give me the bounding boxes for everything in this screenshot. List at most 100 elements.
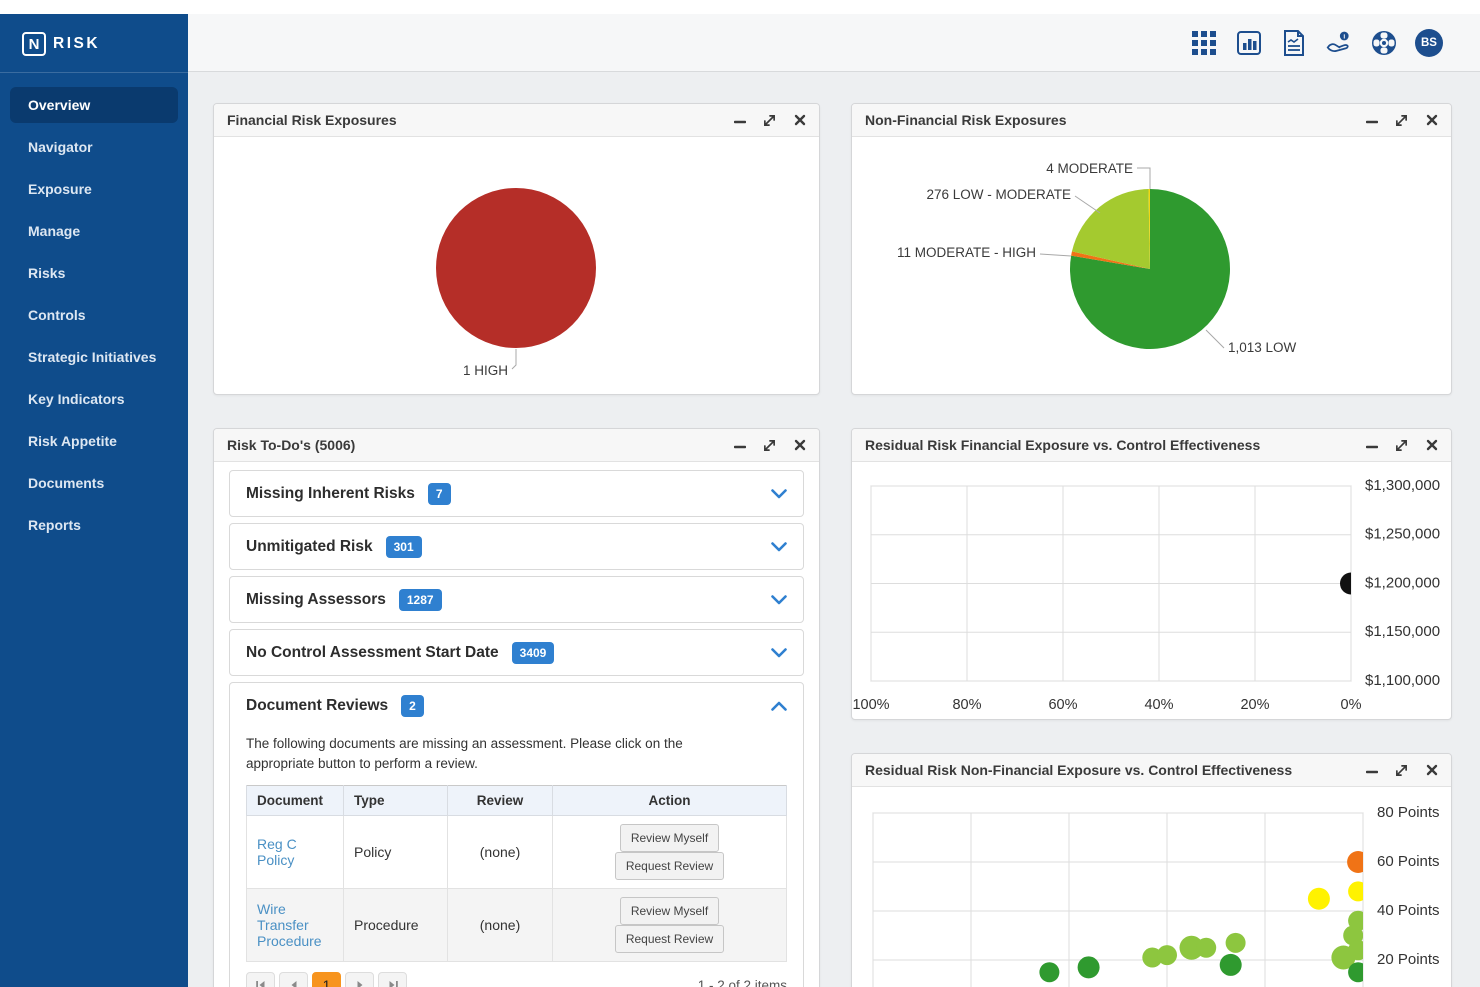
- request-review-button[interactable]: Request Review: [614, 924, 725, 953]
- first-icon: [255, 981, 264, 987]
- table-header-document: Document: [246, 785, 344, 816]
- review-cell: (none): [447, 814, 553, 889]
- chevron-down-icon: [771, 594, 787, 604]
- close-icon[interactable]: [793, 439, 806, 452]
- document-link[interactable]: Wire Transfer Procedure: [257, 900, 322, 949]
- apps-grid-icon[interactable]: [1190, 29, 1218, 57]
- x-axis-tick-label: 80%: [952, 697, 981, 713]
- expand-icon[interactable]: [1395, 764, 1408, 777]
- financial-scatter-chart: $1,100,000 $1,150,000 $1,200,000 $1,250,000…: [852, 477, 1440, 713]
- pie-slice-moderate-high[interactable]: [1071, 251, 1150, 269]
- minimize-icon[interactable]: [733, 439, 746, 452]
- accordion-item-document-reviews: Document Reviews 2 The following documents…: [229, 682, 804, 987]
- minimize-icon[interactable]: [1365, 114, 1378, 127]
- chevron-down-icon: [771, 647, 787, 657]
- pagination-next-button[interactable]: [345, 971, 374, 987]
- panel-financial-risk-exposures: Financial Risk Exposures 1 HIGH: [213, 103, 820, 395]
- accordion-header-unmitigated-risk[interactable]: Unmitigated Risk 301: [230, 524, 803, 569]
- table-header-type: Type: [343, 785, 448, 816]
- accordion-label: No Control Assessment Start Date: [246, 643, 499, 661]
- pagination-current-page[interactable]: 1: [312, 971, 341, 987]
- accordion-header-document-reviews[interactable]: Document Reviews 2: [230, 683, 803, 728]
- expand-icon[interactable]: [1395, 439, 1408, 452]
- sidebar-item-risk-appetite[interactable]: Risk Appetite: [28, 433, 117, 449]
- last-icon: [389, 981, 398, 987]
- expand-icon[interactable]: [1395, 114, 1408, 127]
- dashboard-chart-icon[interactable]: [1235, 29, 1263, 57]
- panel-title: Financial Risk Exposures: [227, 112, 397, 128]
- accordion-label: Document Reviews: [246, 696, 389, 714]
- sidebar-item-risks[interactable]: Risks: [28, 265, 66, 281]
- minimize-icon[interactable]: [1365, 439, 1378, 452]
- close-icon[interactable]: [793, 114, 806, 127]
- scatter-point[interactable]: [1340, 572, 1362, 595]
- panel-nonfinancial-scatter: Residual Risk Non-Financial Exposure vs.…: [851, 753, 1452, 987]
- expand-icon[interactable]: [763, 114, 776, 127]
- scatter-point[interactable]: [1157, 945, 1177, 966]
- scatter-point[interactable]: [1039, 962, 1060, 983]
- sidebar-item-key-indicators[interactable]: Key Indicators: [28, 391, 125, 407]
- expand-icon[interactable]: [763, 439, 776, 452]
- panel-header: Residual Risk Financial Exposure vs. Con…: [852, 429, 1451, 462]
- y-axis-tick-label: $1,300,000: [1365, 477, 1440, 494]
- document-link[interactable]: Reg C Policy: [257, 835, 297, 868]
- accordion-label: Missing Assessors: [246, 590, 386, 608]
- review-myself-button[interactable]: Review Myself: [619, 896, 720, 925]
- review-cell: (none): [447, 887, 553, 962]
- sidebar-item-strategic-initiatives[interactable]: Strategic Initiatives: [28, 349, 157, 365]
- close-icon[interactable]: [1425, 764, 1438, 777]
- report-document-icon[interactable]: [1280, 29, 1308, 57]
- scatter-point[interactable]: [1196, 937, 1217, 958]
- sidebar-item-exposure[interactable]: Exposure: [28, 181, 92, 197]
- sidebar-item-controls[interactable]: Controls: [28, 307, 86, 323]
- scatter-point[interactable]: [1348, 962, 1368, 983]
- scatter-point[interactable]: [1179, 935, 1204, 960]
- sidebar-item-manage[interactable]: Manage: [28, 223, 81, 239]
- scatter-point[interactable]: [1347, 851, 1369, 873]
- chevron-up-icon: [771, 701, 787, 711]
- sidebar-item-navigator[interactable]: Navigator: [28, 139, 93, 155]
- panel-title: Risk To-Do's (5006): [227, 437, 356, 453]
- scatter-point[interactable]: [1331, 945, 1356, 970]
- accordion-header-missing-assessors[interactable]: Missing Assessors 1287: [230, 577, 803, 622]
- close-icon[interactable]: [1425, 439, 1438, 452]
- x-axis-tick-label: 100%: [852, 697, 889, 713]
- review-myself-button[interactable]: Review Myself: [619, 823, 720, 852]
- pagination-first-button[interactable]: [246, 971, 275, 987]
- request-review-button[interactable]: Request Review: [614, 851, 725, 880]
- close-icon[interactable]: [1425, 114, 1438, 127]
- accordion-header-missing-inherent-risks[interactable]: Missing Inherent Risks 7: [230, 471, 803, 516]
- type-cell: Procedure: [343, 887, 448, 962]
- scatter-point[interactable]: [1142, 947, 1163, 968]
- pie-label: 1 HIGH: [463, 363, 508, 378]
- x-axis-tick-label: 0%: [1341, 697, 1362, 713]
- scatter-point[interactable]: [1219, 953, 1242, 976]
- accordion-header-no-control-assessment-start-date[interactable]: No Control Assessment Start Date 3409: [230, 630, 803, 675]
- user-avatar[interactable]: BS: [1415, 28, 1443, 57]
- count-badge: 7: [427, 482, 451, 505]
- pie-slice-low-moderate[interactable]: [1071, 189, 1150, 269]
- minimize-icon[interactable]: [1365, 764, 1378, 777]
- table-row: Wire Transfer Procedure Procedure (none) Re…: [246, 887, 787, 962]
- pie-slice-high[interactable]: [436, 188, 596, 348]
- svg-text:i: i: [1343, 33, 1345, 40]
- support-hand-info-icon[interactable]: i: [1325, 29, 1353, 57]
- accordion-item-no-control-assessment-start-date: No Control Assessment Start Date 3409: [229, 629, 804, 676]
- scatter-point[interactable]: [1307, 887, 1330, 910]
- minimize-icon[interactable]: [733, 114, 746, 127]
- scatter-point[interactable]: [1225, 932, 1246, 953]
- panel-header: Residual Risk Non-Financial Exposure vs.…: [852, 754, 1451, 787]
- pagination-prev-button[interactable]: [279, 971, 308, 987]
- sidebar-item-reports[interactable]: Reports: [28, 517, 81, 533]
- scatter-point[interactable]: [1077, 956, 1100, 979]
- table-header-review: Review: [447, 785, 553, 816]
- scatter-point[interactable]: [1348, 881, 1368, 902]
- pagination-last-button[interactable]: [378, 971, 407, 987]
- help-wheel-icon[interactable]: [1370, 29, 1398, 57]
- brand-logo: N RISK: [0, 14, 188, 73]
- sidebar-item-overview[interactable]: Overview: [10, 87, 178, 123]
- sidebar-item-documents[interactable]: Documents: [28, 475, 105, 491]
- pie-slice-moderate[interactable]: [1148, 189, 1150, 269]
- accordion-label: Unmitigated Risk: [246, 537, 373, 555]
